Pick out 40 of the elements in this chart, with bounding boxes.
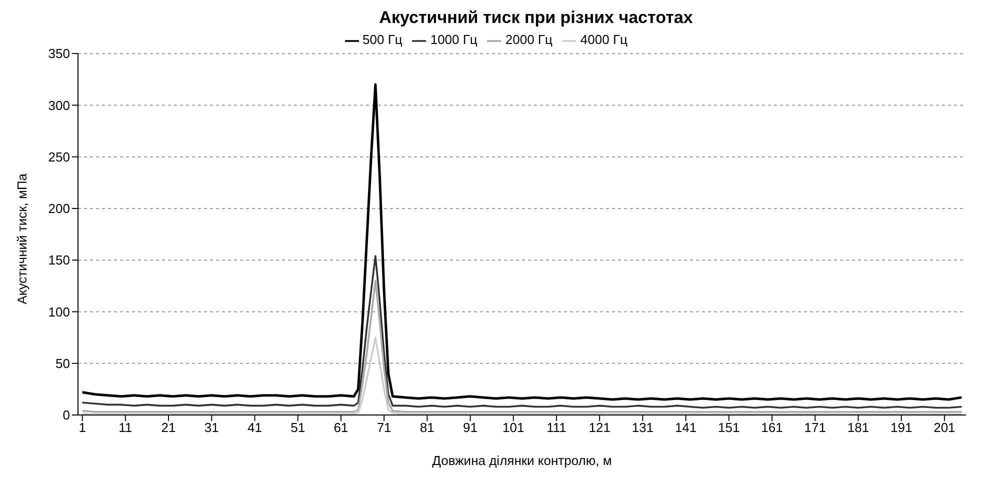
x-tick-label: 11 xyxy=(118,420,132,436)
x-tick-label: 181 xyxy=(847,420,870,436)
chart-title: Акустичний тиск при різних частотах xyxy=(378,8,694,28)
x-tick-label: 81 xyxy=(420,420,434,436)
legend-label: 4000 Гц xyxy=(580,32,628,47)
x-tick-label: 191 xyxy=(890,420,912,436)
x-tick-label: 41 xyxy=(248,420,262,436)
x-tick-label: 201 xyxy=(934,420,956,436)
line-series xyxy=(81,255,963,409)
y-tick-label: 100 xyxy=(48,304,70,320)
x-tick-label: 101 xyxy=(502,420,524,436)
line-series xyxy=(81,336,963,415)
y-tick-label: 150 xyxy=(48,252,70,268)
x-tick-label: 151 xyxy=(718,420,740,436)
x-tick-label: 121 xyxy=(588,420,610,436)
x-tick-label: 31 xyxy=(204,420,219,436)
x-tick-label: 131 xyxy=(632,420,654,436)
x-tick-label: 171 xyxy=(804,420,826,436)
y-tick-label: 250 xyxy=(48,149,70,164)
x-tick-label: 51 xyxy=(290,420,306,436)
x-tick-label: 91 xyxy=(463,420,478,436)
x-tick-label: 1 xyxy=(78,420,86,436)
y-tick-label: 350 xyxy=(48,46,70,62)
y-tick-label: 300 xyxy=(48,98,70,113)
x-tick-label: 21 xyxy=(161,420,176,436)
x-tick-label: 111 xyxy=(546,420,566,436)
legend-label: 1000 Гц xyxy=(430,32,478,47)
x-tick-label: 141 xyxy=(674,420,697,436)
x-tick-label: 161 xyxy=(761,420,783,436)
legend-label: 500 Гц xyxy=(362,32,402,47)
line-series xyxy=(81,83,963,401)
x-tick-label: 61 xyxy=(334,420,348,436)
y-tick-label: 50 xyxy=(56,356,70,371)
x-tick-label: 71 xyxy=(376,420,392,436)
y-tick-label: 0 xyxy=(62,408,70,423)
x-axis-title: Довжина ділянки контролю, м xyxy=(432,453,612,468)
y-tick-label: 200 xyxy=(48,201,70,216)
line-series xyxy=(81,280,963,413)
y-axis-title: Акустичний тиск, мПа xyxy=(14,172,30,304)
legend-label: 2000 Гц xyxy=(505,32,552,47)
